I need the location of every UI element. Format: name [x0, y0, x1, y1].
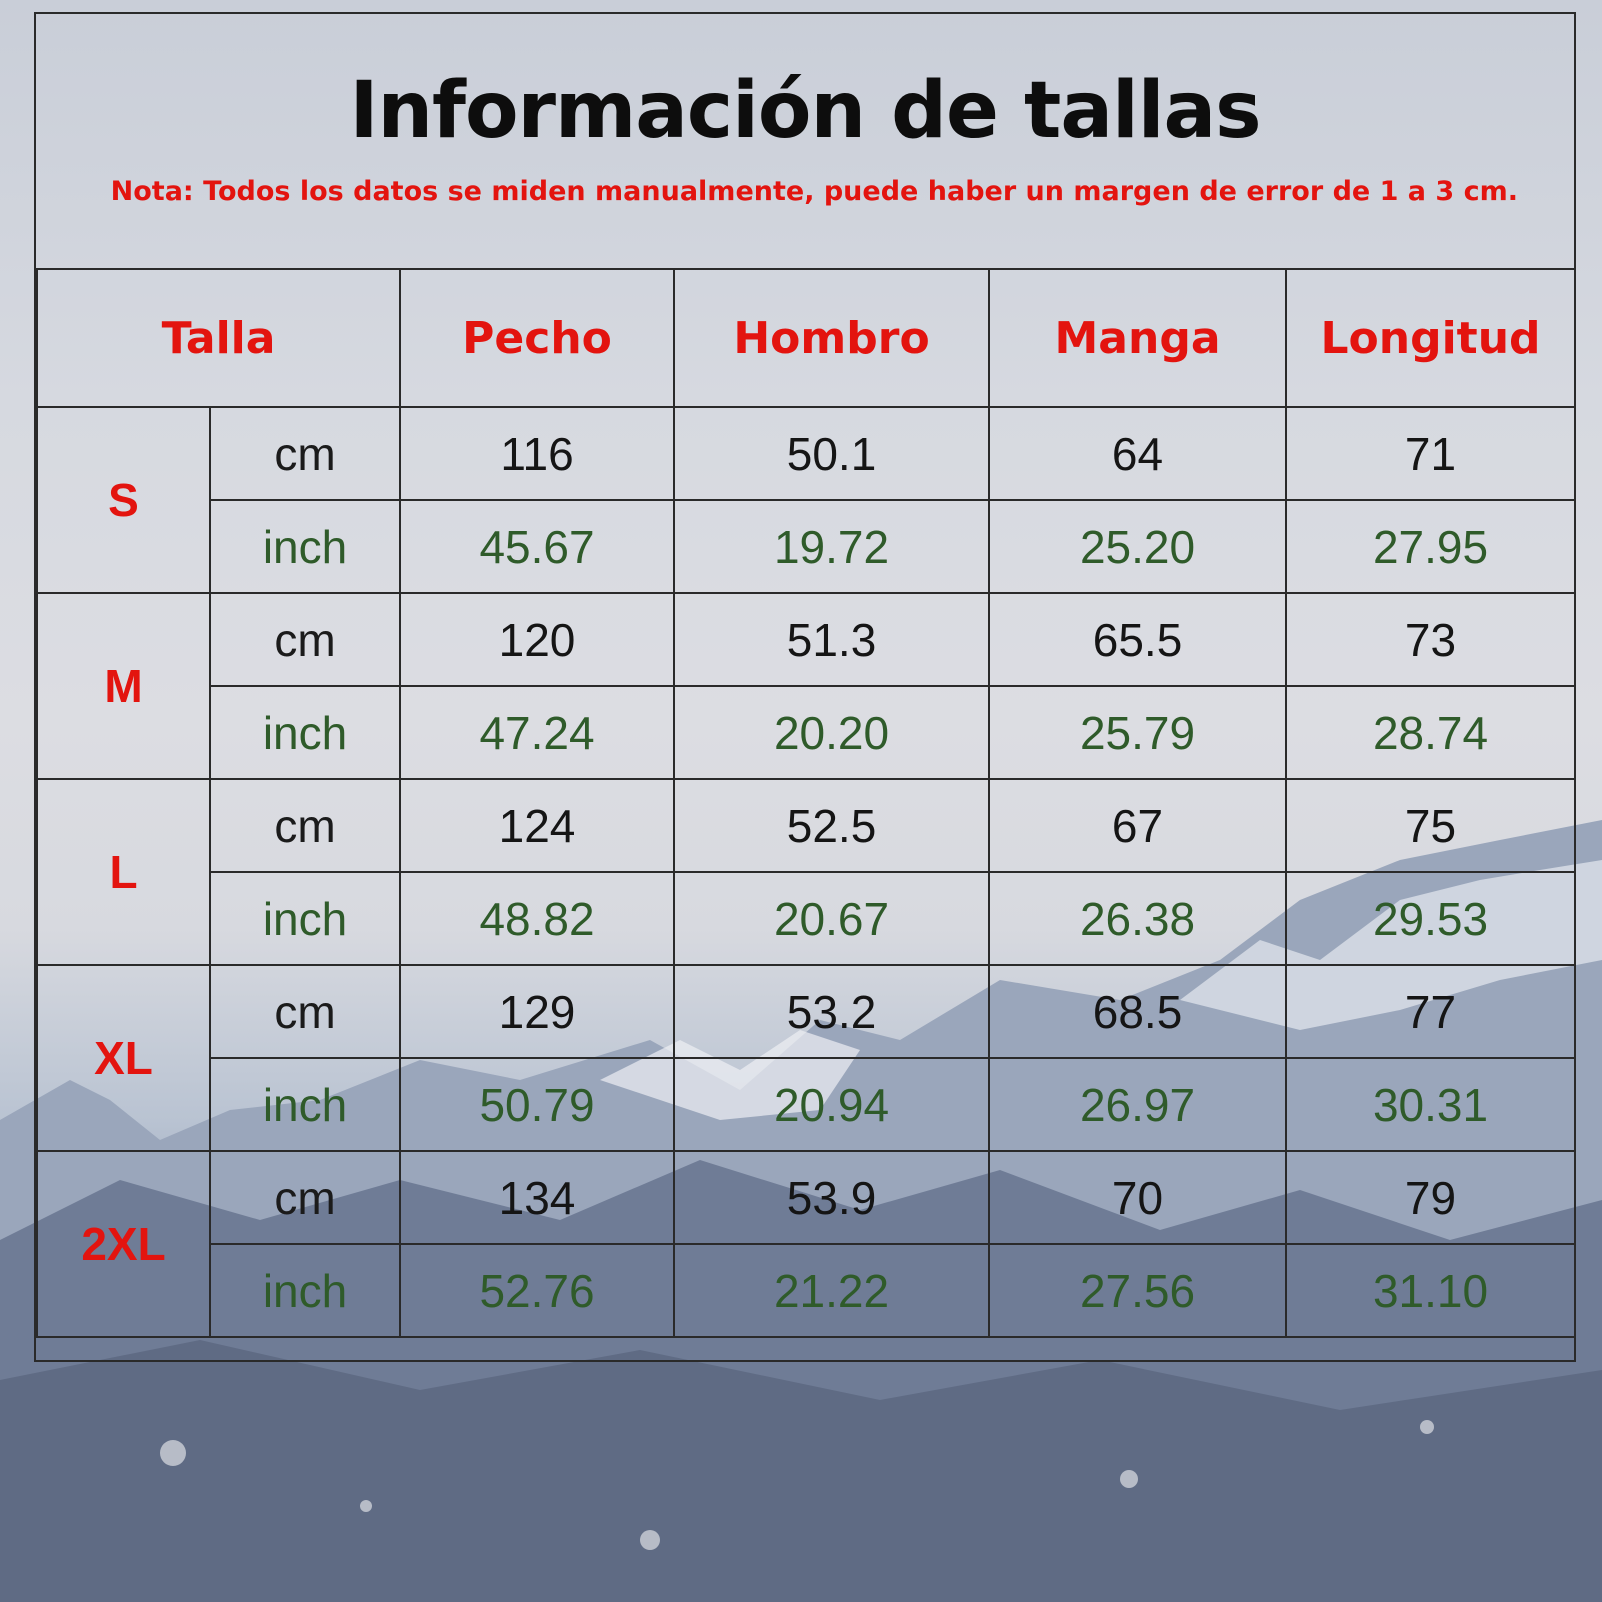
table-cell: 52.76: [399, 1243, 676, 1338]
snowflake: [160, 1440, 186, 1466]
table-cell: 20.20: [673, 685, 991, 780]
size-label: 2XL: [36, 1150, 211, 1338]
table-row: M cm 120 51.3 65.5 73: [36, 592, 1577, 780]
page-title: Información de tallas: [349, 66, 1261, 156]
table-cell: 27.95: [1285, 499, 1577, 594]
measurement-note: Nota: Todos los datos se miden manualmen…: [110, 176, 1518, 207]
title-area: Información de tallas Nota: Todos los da…: [36, 14, 1574, 270]
header-row: Talla Pecho Hombro Manga Longitud: [35, 268, 1577, 408]
unit-label: cm: [208, 406, 402, 501]
size-label: XL: [36, 964, 211, 1152]
size-chart: Información de tallas Nota: Todos los da…: [34, 12, 1577, 1362]
table-cell: 120: [399, 592, 676, 687]
unit-label: inch: [208, 1057, 402, 1152]
table-cell: 19.72: [673, 499, 991, 594]
table-cell: 25.20: [988, 499, 1288, 594]
table-cell: 48.82: [399, 871, 676, 966]
table-row: inch 50.79 20.94 26.97 30.31: [37, 1057, 1577, 1152]
unit-label: inch: [208, 1243, 402, 1338]
unit-label: cm: [208, 964, 402, 1059]
table-cell: 29.53: [1285, 871, 1577, 966]
unit-label: cm: [208, 592, 402, 687]
table-row: XL cm 129 53.2 68.5 77: [36, 964, 1577, 1152]
table-cell: 51.3: [673, 592, 991, 687]
table-row: L cm 124 52.5 67 75: [36, 778, 1577, 966]
table-cell: 71: [1285, 406, 1577, 501]
table-cell: 45.67: [399, 499, 676, 594]
header-longitud: Longitud: [1285, 268, 1577, 408]
size-table: Talla Pecho Hombro Manga Longitud S cm 1…: [35, 268, 1577, 1338]
table-cell: 20.67: [673, 871, 991, 966]
size-label: M: [36, 592, 211, 780]
table-cell: 77: [1285, 964, 1577, 1059]
table-row: inch 52.76 21.22 27.56 31.10: [37, 1243, 1577, 1338]
snowflake: [360, 1500, 372, 1512]
table-cell: 31.10: [1285, 1243, 1577, 1338]
table-cell: 53.2: [673, 964, 991, 1059]
table-row: S cm 116 50.1 64 71: [36, 406, 1577, 594]
table-cell: 75: [1285, 778, 1577, 873]
table-cell: 52.5: [673, 778, 991, 873]
table-cell: 50.1: [673, 406, 991, 501]
table-cell: 67: [988, 778, 1288, 873]
table-cell: 30.31: [1285, 1057, 1577, 1152]
snowflake: [640, 1530, 660, 1550]
table-cell: 129: [399, 964, 676, 1059]
table-cell: 28.74: [1285, 685, 1577, 780]
table-row: inch 48.82 20.67 26.38 29.53: [37, 871, 1577, 966]
table-cell: 27.56: [988, 1243, 1288, 1338]
header-pecho: Pecho: [399, 268, 676, 408]
table-cell: 21.22: [673, 1243, 991, 1338]
unit-label: inch: [208, 499, 402, 594]
size-label: L: [36, 778, 211, 966]
table-cell: 124: [399, 778, 676, 873]
table-cell: 73: [1285, 592, 1577, 687]
table-cell: 47.24: [399, 685, 676, 780]
header-talla: Talla: [35, 268, 402, 408]
table-cell: 53.9: [673, 1150, 991, 1245]
table-cell: 116: [399, 406, 676, 501]
snowflake: [1120, 1470, 1138, 1488]
table-row: 2XL cm 134 53.9 70 79: [36, 1150, 1577, 1338]
table-cell: 79: [1285, 1150, 1577, 1245]
table-row: inch 45.67 19.72 25.20 27.95: [37, 499, 1577, 594]
table-cell: 26.38: [988, 871, 1288, 966]
table-cell: 20.94: [673, 1057, 991, 1152]
table-cell: 26.97: [988, 1057, 1288, 1152]
snowflake: [1420, 1420, 1434, 1434]
unit-label: inch: [208, 871, 402, 966]
table-cell: 64: [988, 406, 1288, 501]
header-manga: Manga: [988, 268, 1288, 408]
size-label: S: [36, 406, 211, 594]
header-hombro: Hombro: [673, 268, 991, 408]
table-cell: 70: [988, 1150, 1288, 1245]
table-cell: 68.5: [988, 964, 1288, 1059]
table-cell: 134: [399, 1150, 676, 1245]
table-cell: 25.79: [988, 685, 1288, 780]
table-cell: 50.79: [399, 1057, 676, 1152]
table-row: inch 47.24 20.20 25.79 28.74: [37, 685, 1577, 780]
unit-label: cm: [208, 1150, 402, 1245]
table-cell: 65.5: [988, 592, 1288, 687]
unit-label: cm: [208, 778, 402, 873]
unit-label: inch: [208, 685, 402, 780]
